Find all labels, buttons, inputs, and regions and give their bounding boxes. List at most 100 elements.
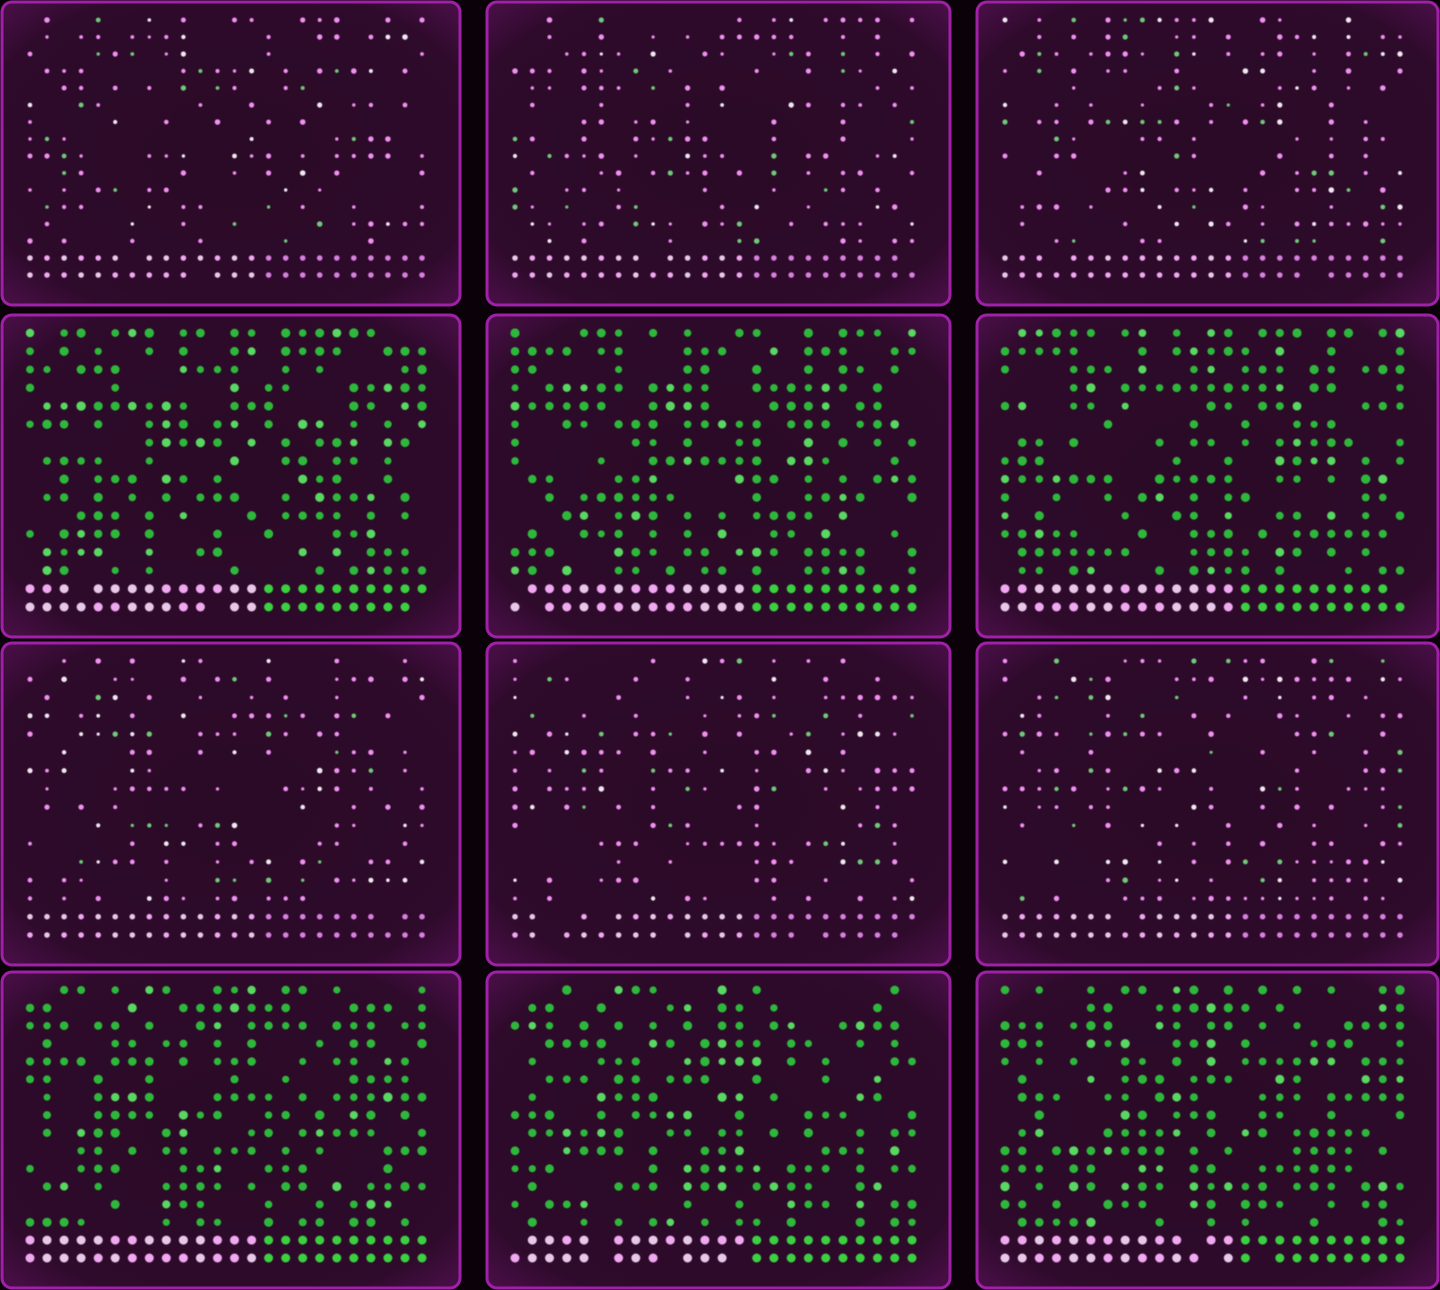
spot <box>1380 255 1386 261</box>
spot <box>335 750 339 754</box>
spot <box>26 420 34 428</box>
spot <box>1035 566 1044 575</box>
spot <box>873 602 882 612</box>
spot <box>129 786 135 792</box>
spot <box>162 420 171 429</box>
spot <box>316 221 323 227</box>
spot <box>1018 347 1026 355</box>
spot <box>597 347 605 355</box>
spot <box>1225 913 1232 920</box>
spot <box>1293 420 1301 429</box>
spot <box>401 1057 409 1066</box>
spot <box>281 1182 291 1191</box>
spot <box>581 768 587 773</box>
spot <box>1363 750 1368 755</box>
spot <box>59 602 69 612</box>
spot <box>231 1147 238 1155</box>
spot <box>1378 328 1388 338</box>
spot <box>368 877 374 883</box>
spot <box>788 932 794 938</box>
spot <box>771 170 777 176</box>
spot <box>1380 677 1386 682</box>
spot <box>753 238 760 244</box>
spot <box>890 1146 900 1156</box>
spot <box>856 1164 865 1173</box>
spot <box>1137 1110 1147 1120</box>
spot <box>1070 548 1078 556</box>
spot <box>700 420 709 429</box>
spot <box>162 1146 171 1155</box>
spot <box>1122 859 1128 865</box>
spot <box>94 457 102 465</box>
spot <box>298 1129 307 1137</box>
spot <box>1363 878 1368 883</box>
spot <box>1278 896 1282 901</box>
spot <box>1380 913 1386 920</box>
spot <box>144 1253 154 1263</box>
spot <box>197 255 204 261</box>
spot <box>1310 457 1318 465</box>
spot <box>383 548 392 557</box>
spot <box>179 1003 188 1013</box>
spot <box>769 584 779 594</box>
spot <box>76 1057 86 1066</box>
spot <box>349 1039 359 1048</box>
spot <box>1156 932 1163 938</box>
spot <box>384 420 392 429</box>
spot <box>1157 768 1162 773</box>
spot <box>368 932 374 938</box>
spot <box>1037 787 1042 791</box>
spot <box>1397 932 1403 938</box>
spot <box>581 136 587 142</box>
spot <box>1103 474 1113 484</box>
spot <box>400 1181 410 1192</box>
spot <box>769 474 779 484</box>
spot <box>1258 1128 1268 1138</box>
spot <box>856 365 864 374</box>
spot <box>599 85 604 91</box>
spot <box>633 205 638 209</box>
spot <box>42 584 52 594</box>
spot <box>648 584 658 594</box>
spot <box>127 584 137 594</box>
spot <box>562 383 571 392</box>
spot <box>232 171 237 175</box>
spot <box>909 768 915 774</box>
spot <box>281 602 291 612</box>
spot <box>1397 713 1403 719</box>
spot <box>616 750 621 755</box>
spot <box>198 238 203 244</box>
spot <box>737 804 742 810</box>
spot <box>1258 1200 1267 1209</box>
spot <box>78 804 84 810</box>
spot <box>512 272 518 278</box>
spot <box>1000 1021 1010 1031</box>
spot <box>1192 137 1196 141</box>
spot <box>1207 1218 1216 1227</box>
spot <box>769 1182 779 1191</box>
spot <box>1344 602 1353 612</box>
spot <box>1072 239 1076 243</box>
spot <box>299 1058 307 1065</box>
spot <box>771 896 777 901</box>
spot <box>1398 677 1402 682</box>
spot <box>615 272 622 278</box>
spot <box>93 584 103 594</box>
spot <box>804 1182 813 1191</box>
spot <box>1378 529 1387 539</box>
spot <box>417 401 427 411</box>
spot <box>76 1253 86 1263</box>
spot <box>513 659 517 663</box>
spot <box>1293 1165 1301 1173</box>
spot <box>788 255 794 261</box>
spot <box>402 221 408 227</box>
spot <box>42 1235 52 1245</box>
spot <box>822 1111 830 1119</box>
spot <box>1086 1020 1096 1031</box>
spot <box>1069 1057 1078 1066</box>
spot <box>633 841 639 846</box>
spot <box>1035 329 1043 337</box>
spot <box>213 1147 222 1155</box>
spot <box>873 1093 882 1102</box>
spot <box>1017 1092 1027 1102</box>
